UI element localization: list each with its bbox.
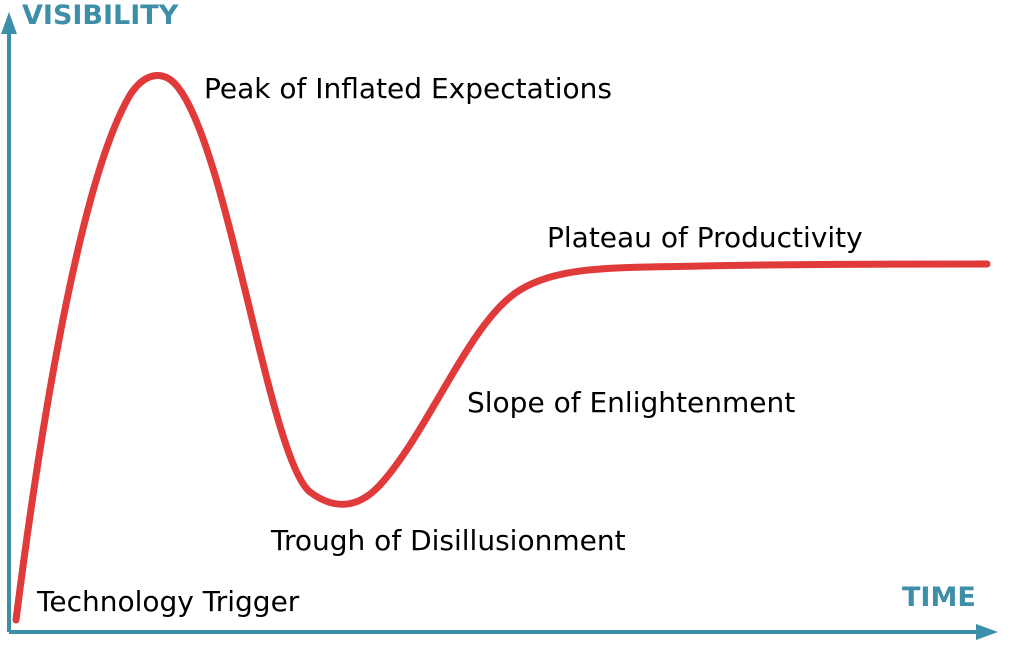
y-axis-title: VISIBILITY — [22, 0, 179, 31]
hype-curve — [12, 71, 991, 624]
phase-label-slope: Slope of Enlightenment — [467, 386, 795, 419]
x-axis-title: TIME — [902, 582, 976, 613]
y-axis-arrow-icon — [1, 12, 17, 34]
x-axis-arrow-icon — [976, 624, 998, 640]
phase-label-trough: Trough of Disillusionment — [270, 524, 626, 557]
phase-label-peak: Peak of Inflated Expectations — [204, 72, 612, 105]
phase-label-plateau: Plateau of Productivity — [547, 221, 863, 254]
phase-label-technology-trigger: Technology Trigger — [36, 585, 300, 618]
